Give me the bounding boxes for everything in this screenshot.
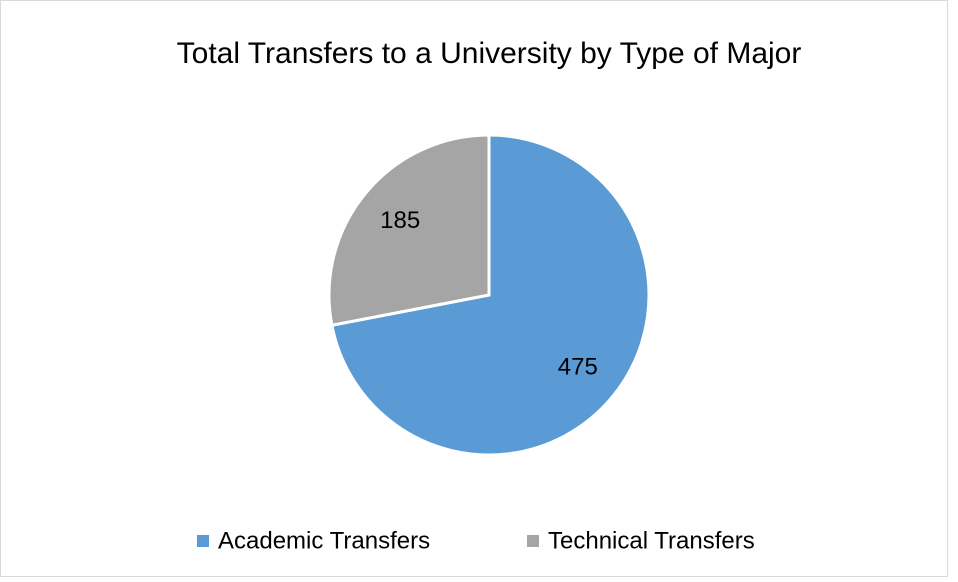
data-label: 185	[380, 207, 420, 234]
pie-slice	[327, 133, 491, 328]
legend-swatch	[197, 535, 209, 547]
legend-swatch	[527, 535, 539, 547]
data-label: 475	[558, 354, 598, 381]
legend-label: Academic Transfers	[218, 527, 430, 554]
legend-label: Technical Transfers	[548, 527, 755, 554]
chart-title: Total Transfers to a University by Type …	[177, 37, 802, 70]
